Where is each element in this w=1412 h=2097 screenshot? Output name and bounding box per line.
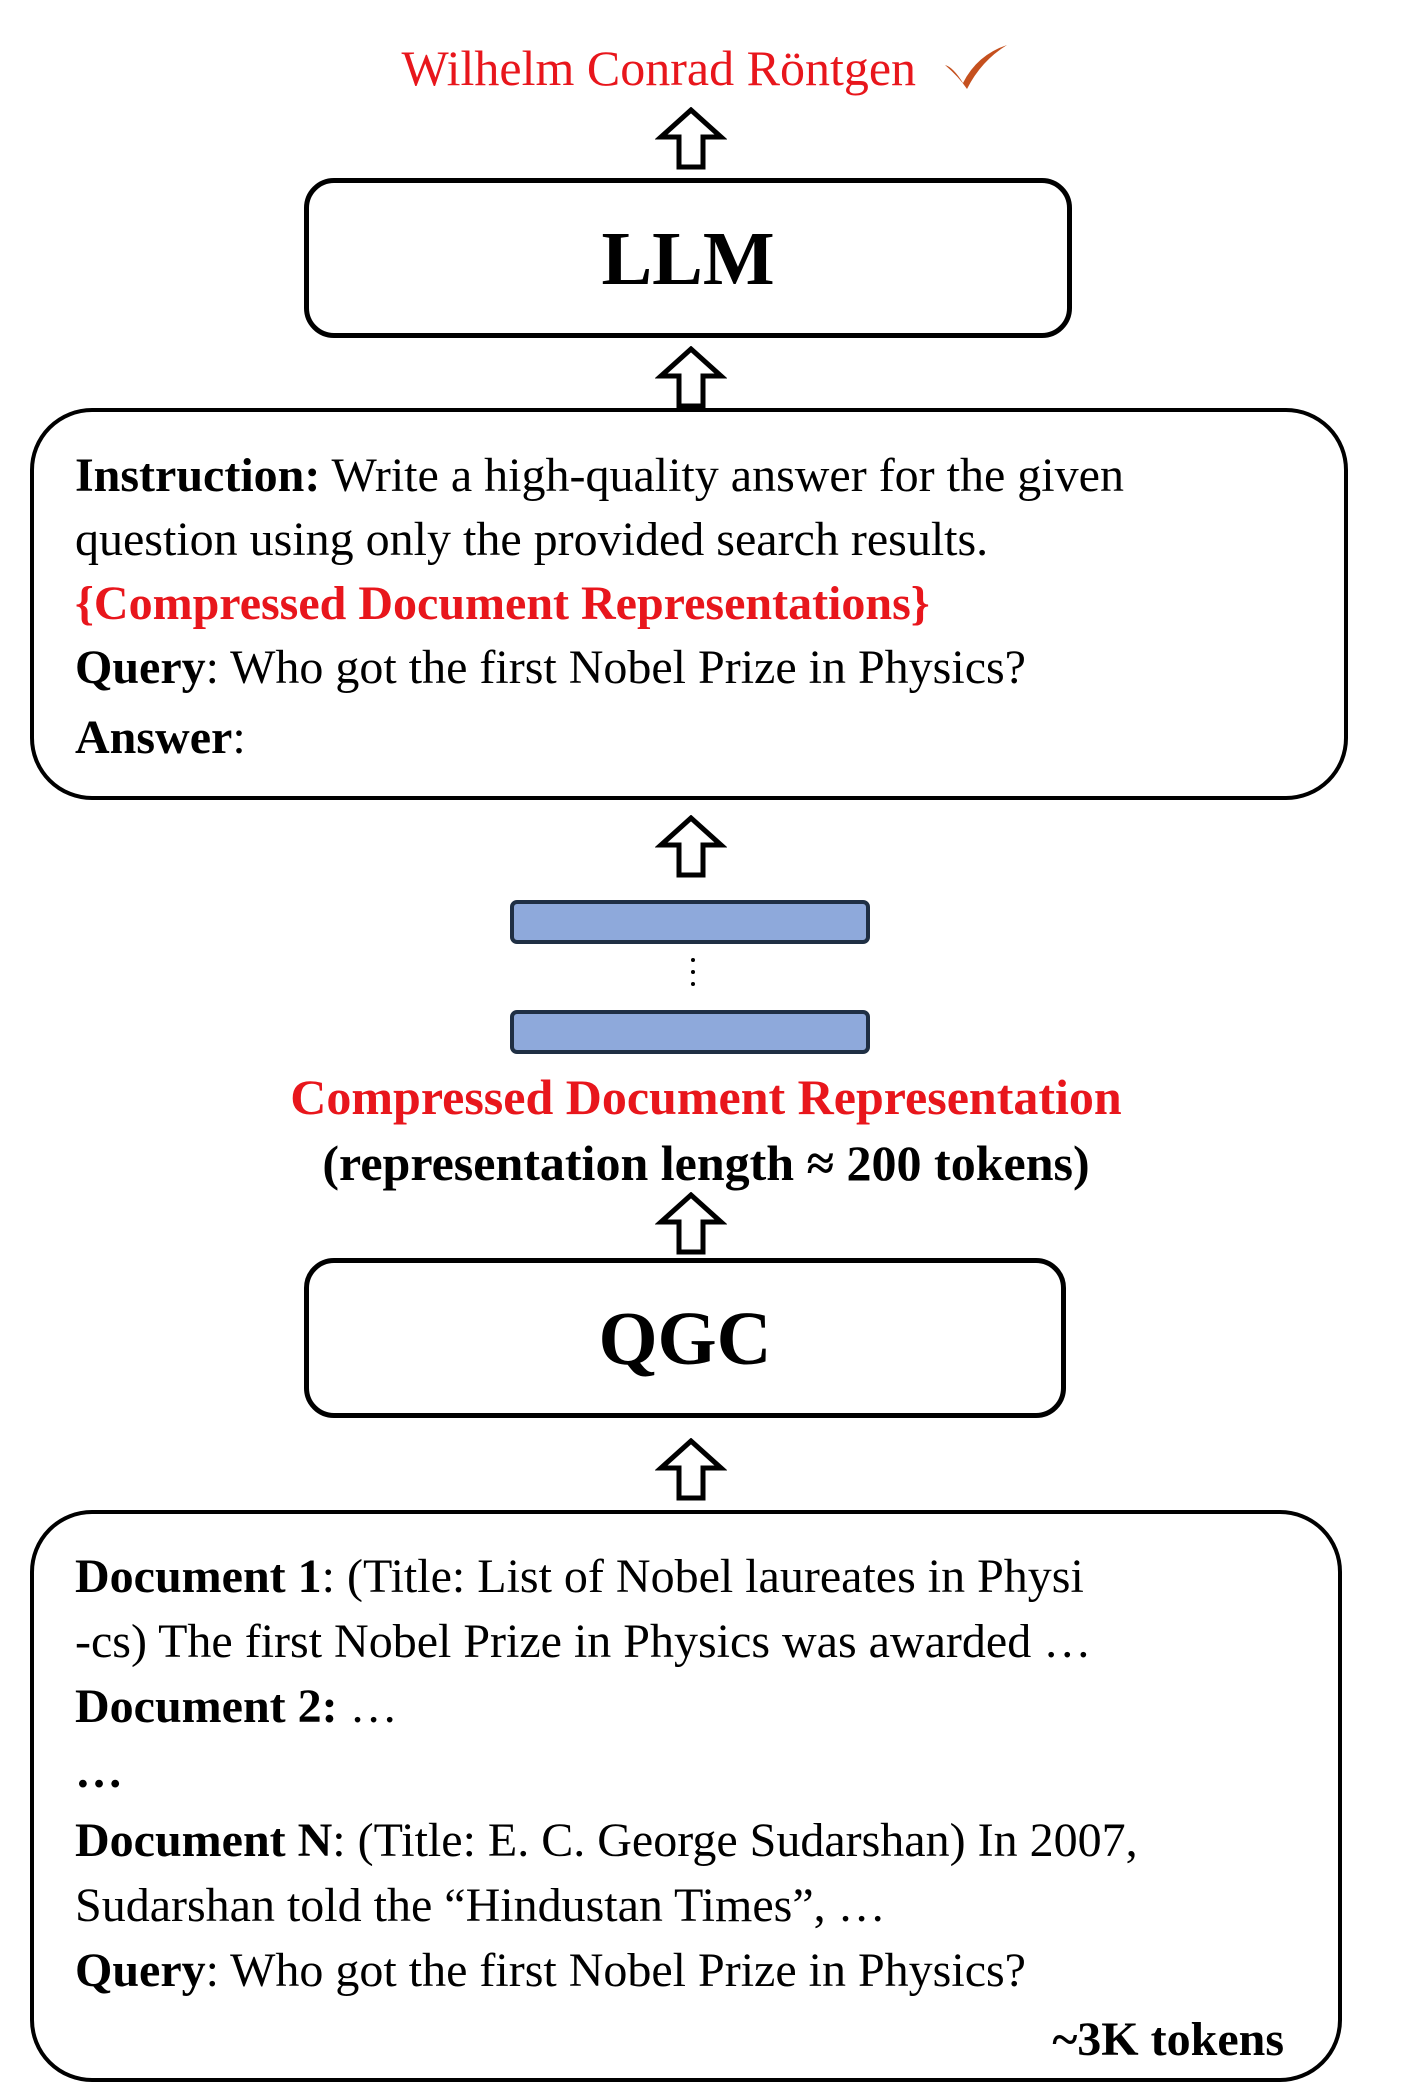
representation-vector-bottom: [510, 1010, 870, 1054]
final-answer: Wilhelm Conrad Röntgen: [0, 38, 1412, 106]
doc2-line: Document 2: …: [75, 1674, 1138, 1739]
compressed-placeholder: {Compressed Document Representations}: [75, 577, 930, 630]
prompt-query-line: Query: Who got the first Nobel Prize in …: [75, 636, 1124, 700]
up-arrow-icon: [655, 1192, 727, 1255]
prompt-box: [30, 408, 1348, 800]
checkmark-icon: [941, 41, 1011, 106]
up-arrow-icon: [655, 346, 727, 409]
docN-label: Document N: [75, 1814, 333, 1867]
doc2-label: Document 2:: [75, 1680, 338, 1733]
doc2-text: …: [337, 1680, 398, 1733]
instruction-text-1: Write a high-quality answer for the give…: [320, 449, 1124, 502]
representation-title: Compressed Document Representation: [290, 1069, 1122, 1125]
prompt-query-label: Query: [75, 641, 206, 694]
prompt-query-text: : Who got the first Nobel Prize in Physi…: [205, 641, 1026, 694]
doc1-text-1: : (Title: List of Nobel laureates in Phy…: [321, 1550, 1084, 1603]
documents-text: Document 1: (Title: List of Nobel laurea…: [75, 1544, 1138, 2003]
llm-box: LLM: [304, 178, 1072, 338]
prompt-text: Instruction: Write a high-quality answer…: [75, 444, 1124, 770]
representation-subtitle: (representation length ≈ 200 tokens): [322, 1135, 1090, 1191]
qgc-title: QGC: [598, 1297, 772, 1381]
qgc-box: QGC: [304, 1258, 1066, 1418]
docN-text-1: : (Title: E. C. George Sudarshan) In 200…: [332, 1814, 1138, 1867]
instruction-label: Instruction:: [75, 449, 321, 502]
documents-ellipsis: …: [75, 1745, 123, 1798]
docN-line-2: Sudarshan told the “Hindustan Times”, …: [75, 1879, 886, 1932]
doc1-line-2: -cs) The first Nobel Prize in Physics wa…: [75, 1615, 1092, 1668]
instruction-line-2: question using only the provided search …: [75, 513, 989, 566]
doc1-label: Document 1: [75, 1550, 322, 1603]
final-answer-text: Wilhelm Conrad Röntgen: [401, 40, 917, 96]
llm-title: LLM: [601, 217, 775, 301]
documents-query-text: : Who got the first Nobel Prize in Physi…: [205, 1944, 1026, 1997]
prompt-answer-line: Answer:: [75, 706, 1124, 770]
doc1-line-1: Document 1: (Title: List of Nobel laurea…: [75, 1544, 1138, 1609]
representation-vector-top: [510, 900, 870, 944]
vertical-ellipsis: [688, 958, 698, 994]
documents-query-label: Query: [75, 1944, 206, 1997]
documents-query-line: Query: Who got the first Nobel Prize in …: [75, 1938, 1138, 2003]
up-arrow-icon: [655, 1438, 727, 1501]
instruction-line-1: Instruction: Write a high-quality answer…: [75, 444, 1124, 508]
token-count: ~3K tokens: [1052, 2013, 1284, 2066]
prompt-answer-label: Answer: [75, 711, 233, 764]
docN-line-1: Document N: (Title: E. C. George Sudarsh…: [75, 1808, 1138, 1873]
up-arrow-icon: [655, 815, 727, 878]
up-arrow-icon: [655, 107, 727, 170]
documents-box: [30, 1510, 1342, 2082]
prompt-answer-colon: :: [232, 711, 246, 764]
